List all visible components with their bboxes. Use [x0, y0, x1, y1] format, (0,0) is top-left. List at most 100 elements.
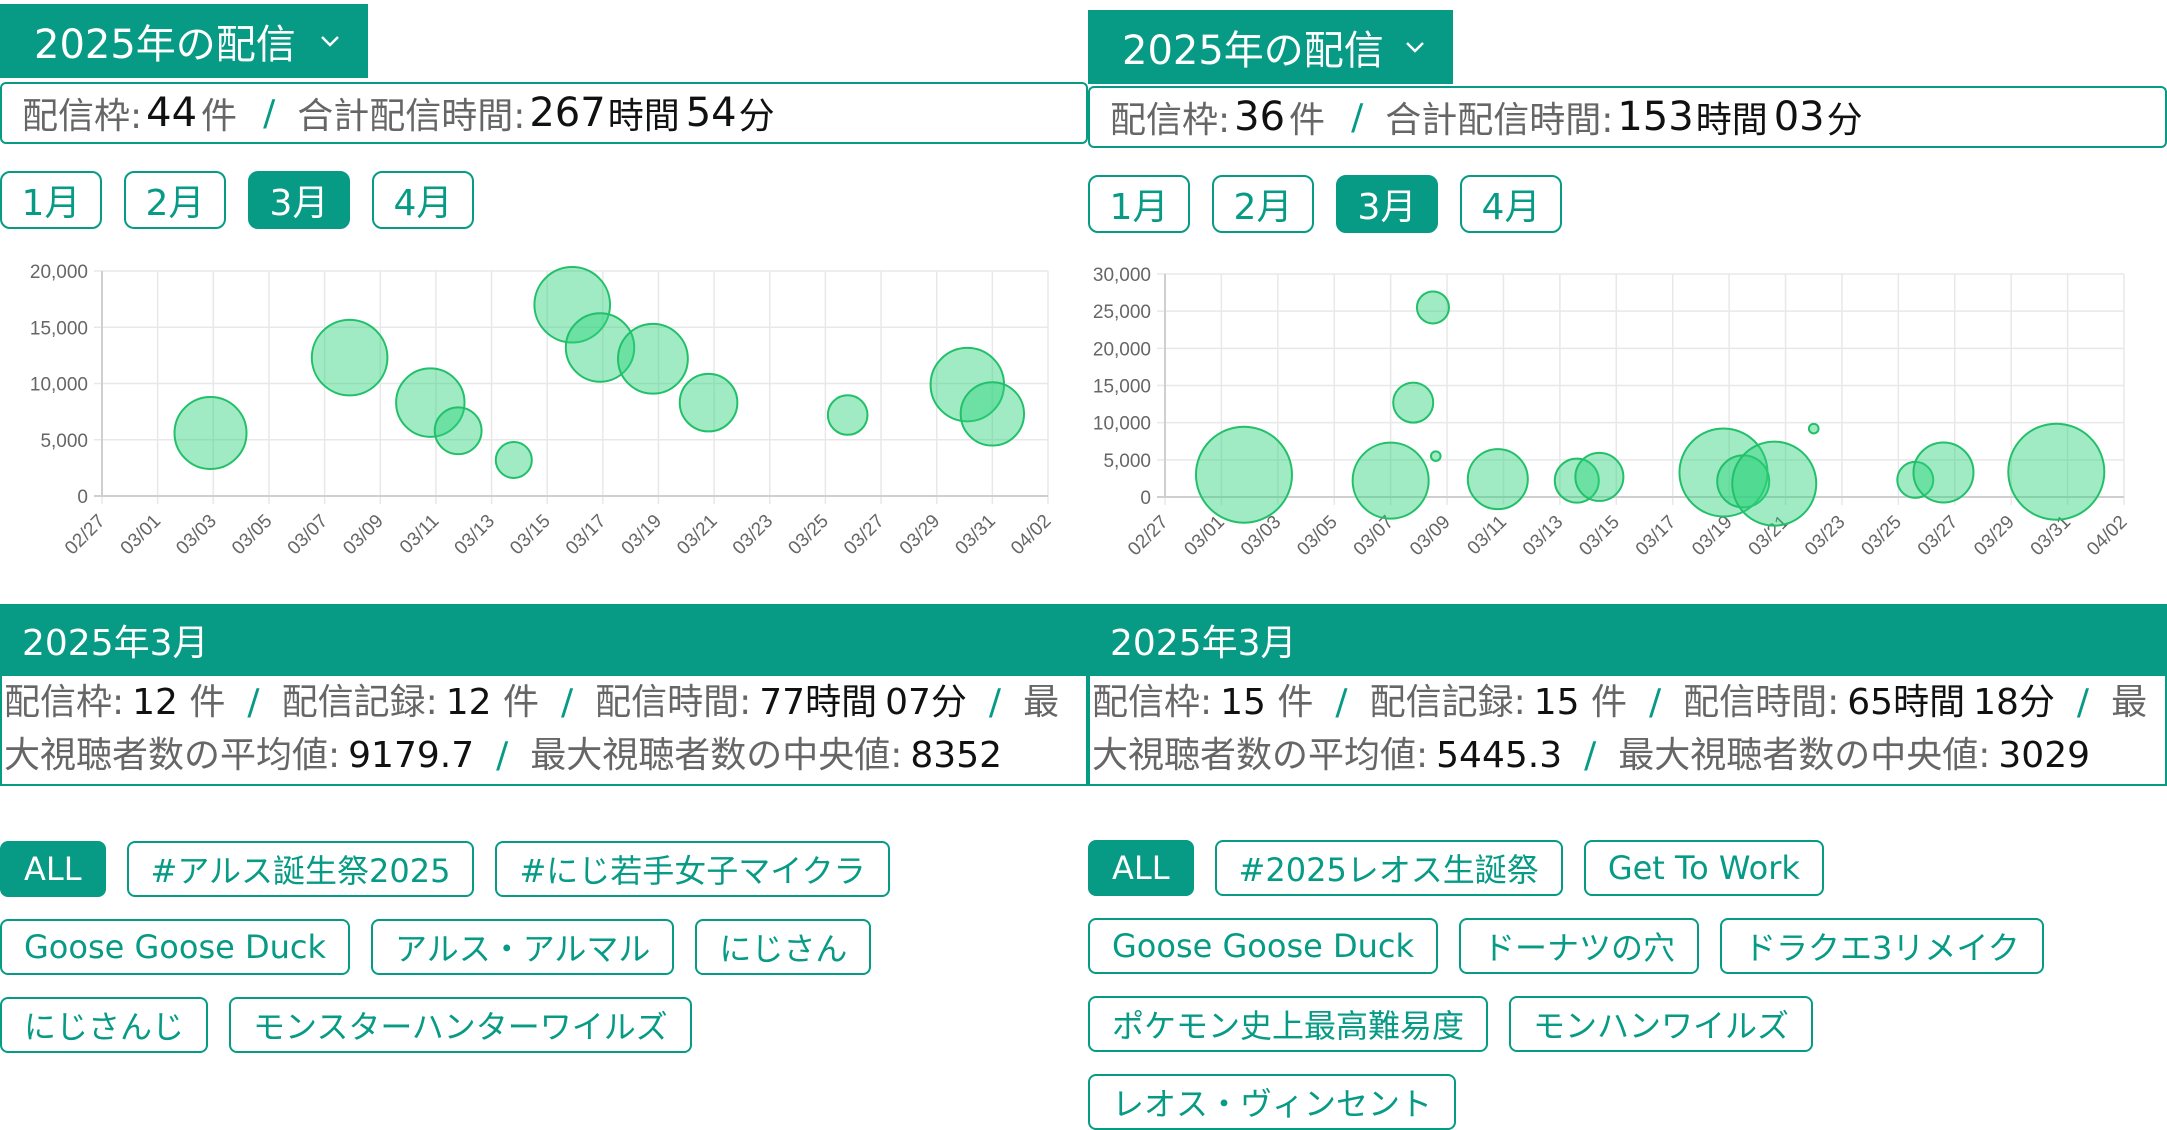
- tag-item[interactable]: Goose Goose Duck: [1088, 918, 1439, 974]
- separator: /: [247, 682, 260, 723]
- frames-unit: 件: [201, 96, 238, 137]
- tag-item[interactable]: にじさん: [695, 919, 872, 975]
- tag-item[interactable]: にじさんじ: [0, 997, 209, 1053]
- month-header: 2025年3月: [0, 604, 1088, 676]
- bubble-point: [1351, 441, 1430, 520]
- bubble-point: [826, 394, 869, 436]
- chevron-down-icon: [321, 36, 339, 47]
- stats-median-label: 最大視聴者数の中央値:: [1618, 735, 1991, 776]
- minutes-unit: 分: [1826, 100, 1863, 141]
- x-tick-label: 02/27: [1124, 512, 1172, 560]
- month-stats: 配信枠: 15 件 / 配信記録: 15 件 / 配信時間: 65時間 18分 / 最大視聴者数の平…: [1088, 676, 2167, 786]
- tag-all[interactable]: ALL: [1088, 840, 1194, 896]
- x-tick-label: 03/23: [729, 511, 777, 559]
- y-tick-label: 5,000: [40, 431, 88, 452]
- hours-unit: 時間: [1695, 100, 1768, 141]
- month-tab-3[interactable]: 3月: [248, 171, 350, 229]
- tag-item[interactable]: ドーナツの穴: [1459, 918, 1700, 974]
- bubble-point: [1912, 441, 1975, 504]
- month-tab-2[interactable]: 2月: [124, 171, 226, 229]
- left-panel: 2025年の配信 配信枠: 44 件 / 合計配信時間: 267 時間 54 分…: [0, 0, 1089, 1067]
- tag-item[interactable]: #2025レオス生誕祭: [1214, 840, 1563, 896]
- stats-frames-label: 配信枠:: [4, 682, 125, 723]
- x-tick-label: 03/29: [896, 511, 944, 559]
- stats-minutes-unit: 分: [930, 682, 967, 723]
- stats-frames-unit: 件: [1277, 682, 1314, 723]
- x-tick-label: 03/13: [451, 511, 499, 559]
- y-tick-label: 0: [1140, 488, 1151, 509]
- bubble-point: [1574, 451, 1625, 502]
- stats-avg-value: 5445.3: [1436, 735, 1563, 776]
- bubble-point: [1194, 425, 1293, 524]
- month-tab-4[interactable]: 4月: [372, 171, 474, 229]
- x-tick-label: 03/19: [1688, 512, 1736, 560]
- tag-item[interactable]: モンスターハンターワイルズ: [229, 997, 692, 1053]
- bubble-point: [1466, 448, 1529, 511]
- x-tick-label: 03/05: [1293, 512, 1341, 560]
- tag-item[interactable]: アルス・アルマル: [371, 919, 675, 975]
- tag-item[interactable]: ポケモン史上最高難易度: [1088, 996, 1489, 1052]
- frames-unit: 件: [1289, 100, 1326, 141]
- x-tick-label: 03/27: [1914, 512, 1962, 560]
- year-select-button[interactable]: 2025年の配信: [1088, 10, 1453, 84]
- x-tick-label: 03/25: [1857, 512, 1905, 560]
- month-tab-1[interactable]: 1月: [1088, 175, 1190, 233]
- x-tick-label: 03/19: [618, 511, 666, 559]
- month-tab-1[interactable]: 1月: [0, 171, 102, 229]
- stats-records-label: 配信記録:: [281, 682, 438, 723]
- frames-value: 36: [1234, 94, 1286, 140]
- x-tick-label: 03/01: [117, 511, 165, 559]
- x-tick-label: 03/07: [284, 511, 332, 559]
- year-summary: 配信枠: 44 件 / 合計配信時間: 267 時間 54 分: [0, 82, 1088, 144]
- bubble-point: [173, 396, 248, 470]
- total-time-label: 合計配信時間:: [1385, 100, 1614, 141]
- tag-item[interactable]: Get To Work: [1583, 840, 1824, 896]
- x-tick-label: 03/11: [1464, 512, 1511, 559]
- bubble-point: [395, 367, 466, 438]
- stats-minutes-unit: 分: [2018, 682, 2055, 723]
- y-tick-label: 15,000: [30, 318, 88, 339]
- stats-time-label: 配信時間:: [1683, 682, 1840, 723]
- stats-frames-label: 配信枠:: [1092, 682, 1213, 723]
- stats-median-value: 8352: [910, 735, 1003, 776]
- year-select-button[interactable]: 2025年の配信: [0, 4, 368, 78]
- bubble-point: [1807, 422, 1820, 435]
- tag-item[interactable]: Goose Goose Duck: [0, 919, 351, 975]
- x-tick-label: 04/02: [2083, 512, 2131, 560]
- tag-all[interactable]: ALL: [0, 841, 106, 897]
- tag-item[interactable]: #アルス誕生祭2025: [126, 841, 475, 897]
- stats-records-value: 12: [445, 682, 492, 723]
- separator: /: [496, 735, 509, 776]
- stats-frames-value: 12: [132, 682, 178, 723]
- stats-avg-value: 9179.7: [348, 735, 475, 776]
- x-tick-label: 03/31: [951, 511, 999, 559]
- x-tick-label: 03/27: [840, 511, 888, 559]
- month-tab-4[interactable]: 4月: [1460, 175, 1562, 233]
- tag-item[interactable]: レオス・ヴィンセント: [1088, 1074, 1457, 1130]
- month-stats: 配信枠: 12 件 / 配信記録: 12 件 / 配信時間: 77時間 07分 / 最大視聴者数の平…: [0, 676, 1088, 786]
- hours-unit: 時間: [607, 96, 680, 137]
- frames-label: 配信枠:: [22, 96, 143, 137]
- x-tick-label: 03/09: [339, 511, 387, 559]
- stats-avg-label: 最大視聴者数の平均値:: [4, 682, 1060, 776]
- tag-item[interactable]: #にじ若手女子マイクラ: [495, 841, 890, 897]
- stats-hours-unit: 時間: [805, 682, 878, 723]
- month-tab-3[interactable]: 3月: [1336, 175, 1438, 233]
- stats-records-unit: 件: [1590, 682, 1627, 723]
- stats-records-unit: 件: [502, 682, 539, 723]
- stats-hours-value: 77: [759, 682, 806, 723]
- tag-filter-list: ALL #2025レオス生誕祭 Get To Work Goose Goose …: [1088, 840, 2167, 1130]
- minutes-value: 03: [1773, 94, 1825, 140]
- tag-item[interactable]: ドラクエ3リメイク: [1720, 918, 2044, 974]
- x-tick-label: 03/05: [228, 511, 276, 559]
- tag-item[interactable]: モンハンワイルズ: [1509, 996, 1814, 1052]
- separator: /: [1335, 682, 1348, 723]
- month-tab-2[interactable]: 2月: [1212, 175, 1314, 233]
- y-tick-label: 5,000: [1103, 451, 1151, 472]
- x-tick-label: 03/01: [1180, 512, 1228, 560]
- y-tick-label: 30,000: [1093, 265, 1151, 286]
- x-tick-label: 03/03: [172, 511, 220, 559]
- stats-hours-value: 65: [1847, 682, 1894, 723]
- year-summary: 配信枠: 36 件 / 合計配信時間: 153 時間 03 分: [1088, 86, 2167, 148]
- bubble-point: [1392, 381, 1435, 424]
